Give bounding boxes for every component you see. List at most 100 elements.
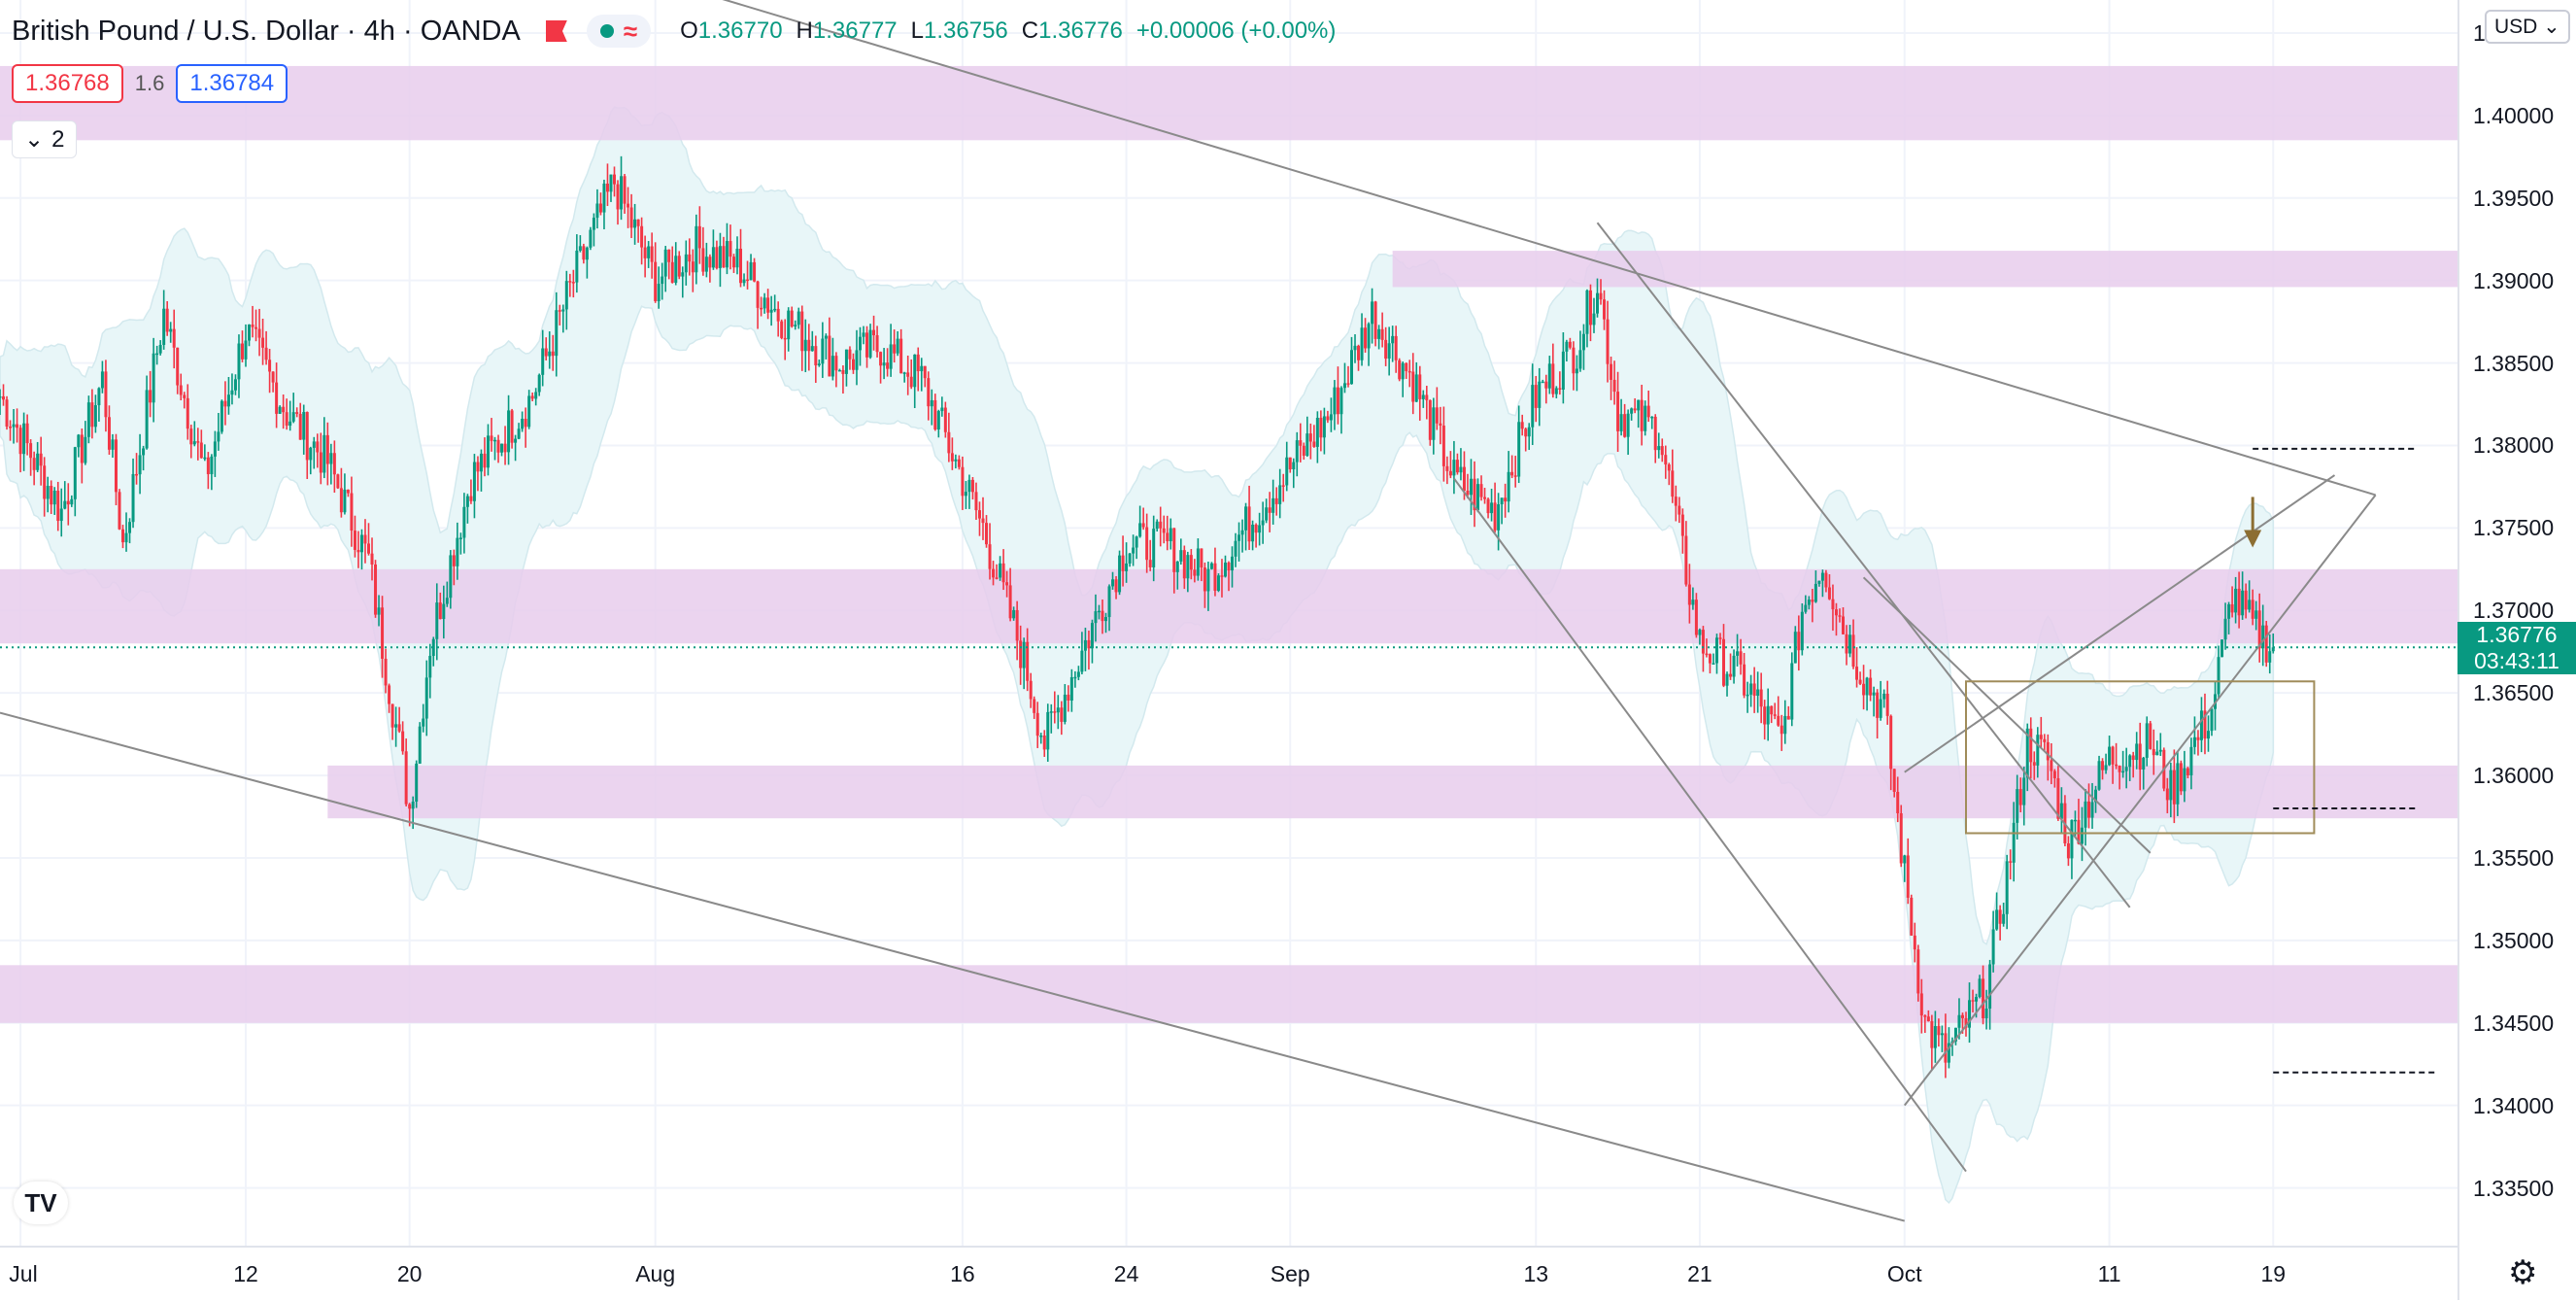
candle-body: [1346, 383, 1350, 385]
candle-body: [1125, 563, 1129, 571]
candle-body: [1910, 897, 1914, 936]
candle-body: [1056, 707, 1060, 713]
candle-body: [1203, 567, 1206, 592]
candle-body: [1640, 399, 1644, 431]
candle-body: [909, 376, 913, 388]
time-tick-label: 20: [396, 1261, 423, 1286]
candle-body: [213, 441, 217, 457]
candle-body: [2111, 746, 2115, 765]
candle-body: [1644, 405, 1647, 431]
candle-body: [1520, 422, 1524, 429]
candle-body: [1022, 641, 1026, 668]
candle-body: [1209, 563, 1213, 569]
candle-body: [1107, 586, 1111, 618]
candle-body: [688, 254, 692, 262]
candle-body: [435, 602, 439, 639]
candle-body: [1452, 460, 1456, 476]
candle-body: [1008, 585, 1012, 619]
candle-body: [875, 335, 879, 353]
chart-area[interactable]: [0, 0, 2457, 1246]
candle-body: [1448, 470, 1452, 476]
candle-body: [1364, 327, 1368, 349]
candle-body: [145, 390, 149, 449]
candle-body: [2244, 590, 2248, 610]
candle-body: [1786, 715, 1790, 720]
candle-body: [2227, 603, 2231, 619]
candle-body: [663, 249, 667, 277]
candle-body: [179, 385, 183, 395]
interval-label[interactable]: 4h: [363, 15, 395, 47]
candle-body: [1575, 368, 1578, 374]
candle-body: [1773, 714, 1777, 716]
candle-body: [1033, 699, 1036, 713]
candle-body: [1049, 711, 1053, 713]
candle-body: [1616, 392, 1620, 431]
candle-body: [1216, 575, 1220, 592]
price-tick-label: 1.35000: [2473, 927, 2555, 953]
candle-body: [940, 407, 944, 412]
candle-body: [1357, 345, 1361, 360]
candle-body: [2118, 766, 2121, 772]
time-axis[interactable]: Jul 12 20 Aug 16 24 Sep 13 21 Oct 11 19: [0, 1246, 2457, 1302]
candle-body: [943, 407, 947, 432]
candle-body: [1923, 1015, 1927, 1017]
candle-body: [29, 443, 33, 459]
candle-body: [486, 435, 490, 468]
candle-body: [773, 308, 777, 311]
candle-body: [97, 388, 101, 406]
candle-body: [2124, 767, 2128, 771]
candle-body: [537, 374, 541, 393]
trendline: [0, 711, 1906, 1222]
candle-body: [647, 246, 651, 258]
currency-selector[interactable]: USD ⌄: [2485, 10, 2570, 44]
candle-body: [1367, 324, 1371, 349]
candle-body: [636, 219, 640, 226]
candle-body: [500, 443, 504, 453]
candle-body: [654, 261, 658, 301]
time-tick-label: 11: [2097, 1261, 2121, 1286]
candle-body: [1722, 638, 1726, 686]
candle-body: [264, 347, 268, 360]
candle-body: [1736, 651, 1740, 656]
tradingview-logo-icon[interactable]: TV: [14, 1182, 68, 1224]
buy-button[interactable]: 1.36784: [176, 64, 288, 103]
price-chart[interactable]: [0, 0, 2457, 1246]
candle-body: [353, 531, 356, 550]
candle-body: [981, 518, 985, 524]
candle-body: [1507, 471, 1510, 502]
candle-body: [233, 379, 237, 391]
candle-body: [288, 421, 292, 427]
time-tick-label: 16: [950, 1261, 975, 1286]
candle-body: [1455, 460, 1459, 473]
candle-body: [1295, 440, 1299, 463]
candle-body: [2039, 735, 2043, 739]
candle-body: [1414, 374, 1418, 402]
gear-icon[interactable]: ⚙: [2508, 1254, 2538, 1291]
candle-body: [657, 284, 661, 301]
candle-body: [1152, 529, 1156, 567]
candle-body: [449, 555, 453, 599]
candle-body: [381, 607, 385, 659]
time-tick-label: Aug: [635, 1261, 676, 1286]
candle-body: [985, 523, 989, 545]
candle-body: [401, 731, 405, 752]
candle-body: [483, 453, 487, 468]
candle-body: [524, 418, 527, 428]
candle-body: [718, 246, 722, 268]
market-status-pill[interactable]: ≈: [586, 15, 652, 48]
candle-body: [2070, 819, 2074, 859]
candle-body: [295, 412, 299, 414]
candle-body: [2121, 771, 2125, 773]
candle-body: [1200, 548, 1203, 568]
indicators-toggle-button[interactable]: ⌄ 2: [12, 120, 78, 158]
candle-body: [282, 406, 286, 413]
candle-body: [1746, 694, 1749, 697]
candle-body: [551, 351, 555, 357]
symbol-title[interactable]: British Pound / U.S. Dollar: [12, 15, 339, 47]
candle-body: [1135, 536, 1138, 548]
candle-body: [1299, 440, 1303, 446]
sell-button[interactable]: 1.36768: [12, 64, 123, 103]
candle-body: [1169, 528, 1172, 542]
flag-icon[interactable]: [545, 20, 567, 42]
candle-body: [1585, 290, 1589, 334]
